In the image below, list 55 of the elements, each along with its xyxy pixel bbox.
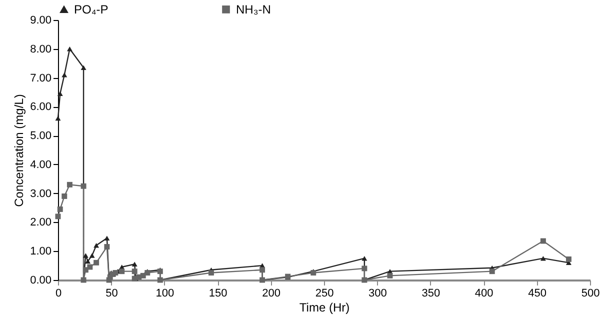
x-tick-label: 350 bbox=[422, 288, 440, 300]
point bbox=[104, 236, 110, 240]
point bbox=[85, 258, 91, 264]
point bbox=[80, 183, 86, 189]
point bbox=[208, 270, 214, 276]
point bbox=[94, 260, 100, 266]
point bbox=[540, 238, 546, 244]
x-tick-label: 200 bbox=[262, 288, 280, 300]
y-tick-label: 2.00 bbox=[30, 216, 52, 229]
point bbox=[260, 267, 266, 273]
point bbox=[55, 116, 61, 121]
point bbox=[566, 256, 572, 262]
y-tick-label: 8.00 bbox=[30, 43, 52, 56]
point bbox=[362, 266, 368, 272]
point bbox=[362, 256, 368, 261]
y-tick-label: 6.00 bbox=[30, 101, 52, 114]
point bbox=[132, 262, 138, 266]
point bbox=[94, 242, 100, 248]
point bbox=[87, 264, 93, 270]
legend-label: NH₃-N bbox=[236, 2, 271, 16]
x-tick-label: 500 bbox=[581, 288, 600, 300]
point bbox=[62, 72, 68, 78]
y-tick-label: 0.00 bbox=[30, 274, 52, 286]
point bbox=[66, 182, 72, 188]
y-axis-title: Concentration (mg/L) bbox=[12, 94, 26, 207]
point bbox=[489, 268, 495, 274]
x-tick-label: 450 bbox=[528, 288, 546, 300]
x-tick-label: 250 bbox=[315, 288, 334, 300]
x-tick-label: 100 bbox=[156, 288, 174, 300]
point bbox=[55, 214, 61, 220]
point bbox=[540, 256, 546, 261]
point bbox=[89, 253, 95, 258]
point bbox=[119, 268, 125, 274]
y-tick-label: 5.00 bbox=[30, 130, 52, 142]
point bbox=[66, 46, 72, 52]
y-tick-label: 1.00 bbox=[30, 246, 52, 258]
point bbox=[57, 206, 63, 212]
point bbox=[62, 193, 68, 199]
y-tick-label: 4.00 bbox=[30, 158, 52, 171]
legend-label: PO₄-P bbox=[74, 2, 108, 16]
point bbox=[132, 268, 138, 274]
point bbox=[57, 91, 63, 96]
x-tick-label: 300 bbox=[368, 288, 387, 300]
x-tick-label: 150 bbox=[208, 288, 228, 300]
x-tick-label: 50 bbox=[106, 288, 118, 300]
point bbox=[82, 253, 88, 258]
y-tick-label: 7.00 bbox=[30, 72, 52, 84]
point bbox=[387, 272, 393, 278]
point bbox=[80, 65, 86, 70]
y-tick-label: 3.00 bbox=[30, 188, 52, 200]
x-axis-title: Time (Hr) bbox=[299, 300, 350, 314]
x-tick-label: 0 bbox=[55, 288, 62, 300]
y-tick-label: 9.00 bbox=[30, 14, 52, 26]
point bbox=[104, 244, 110, 250]
x-tick-label: 400 bbox=[474, 288, 494, 300]
